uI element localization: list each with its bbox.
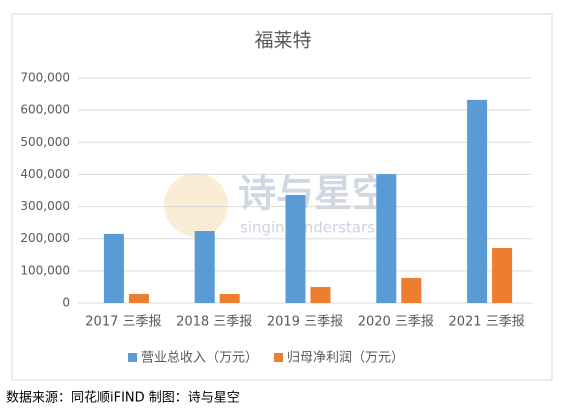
bar xyxy=(103,233,124,303)
bar xyxy=(467,99,488,303)
y-tick-label: 0 xyxy=(62,296,70,310)
x-tick-label: 2019 三季报 xyxy=(267,315,343,330)
y-tick-label: 600,000 xyxy=(20,103,70,117)
legend-swatch xyxy=(128,353,137,362)
bar xyxy=(492,248,513,303)
y-tick-label: 200,000 xyxy=(20,231,70,245)
chart-frame xyxy=(11,13,553,381)
x-tick-label: 2020 三季报 xyxy=(358,315,434,330)
y-tick-label: 100,000 xyxy=(20,263,70,277)
bar xyxy=(285,195,306,303)
y-tick-label: 700,000 xyxy=(20,71,70,85)
source-note: 数据来源：同花顺iFIND 制图：诗与星空 xyxy=(6,390,240,406)
bar xyxy=(194,231,215,303)
x-tick-label: 2018 三季报 xyxy=(176,315,252,330)
watermark: singingunderstars xyxy=(240,219,375,237)
bar xyxy=(128,294,149,303)
y-tick-label: 400,000 xyxy=(20,167,70,181)
watermark-logo xyxy=(164,173,228,237)
bar xyxy=(219,294,240,303)
y-tick-label: 300,000 xyxy=(20,199,70,213)
legend-swatch xyxy=(274,353,284,362)
y-tick-label: 500,000 xyxy=(20,135,70,149)
legend-label: 归母净利润（万元） xyxy=(287,351,404,366)
legend-label: 营业总收入（万元） xyxy=(141,351,258,366)
bar xyxy=(310,286,331,303)
bar xyxy=(376,174,397,303)
chart-title: 福莱特 xyxy=(254,30,311,52)
x-tick-label: 2021 三季报 xyxy=(448,315,524,330)
x-tick-label: 2017 三季报 xyxy=(85,315,161,330)
watermark: 诗与星空 xyxy=(238,172,390,216)
bar xyxy=(401,277,422,303)
